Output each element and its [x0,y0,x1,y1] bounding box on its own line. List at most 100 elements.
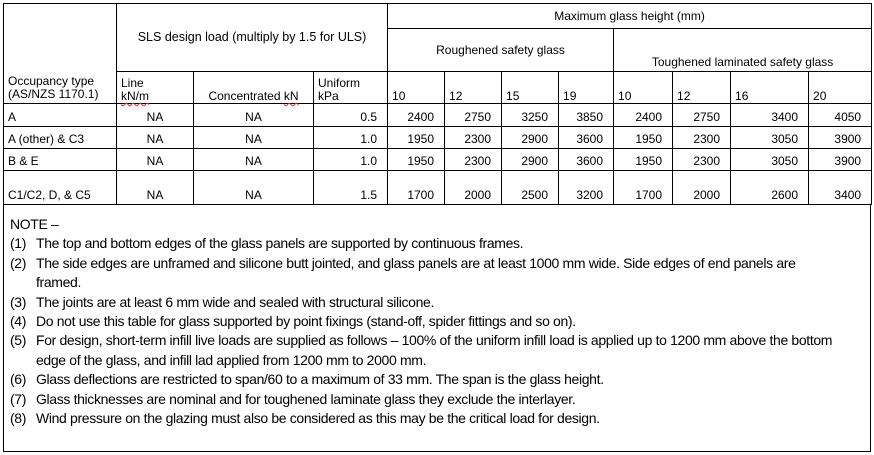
note-item: (3) The joints are at least 6 mm wide and… [10,293,870,312]
glass-height-cell: 2000 [444,170,503,205]
uniform-load-cell: 1.5 [312,170,389,205]
notes-section: NOTE – (1) The top and bottom edges of th… [3,205,871,452]
glass-height-cell: 2750 [444,103,503,127]
conc-unit: kN [283,89,299,103]
glass-height-cell: 3900 [808,148,873,171]
table-row: A NA NA 0.5 2400 2750 3250 3850 2400 2750 3400 4050 [3,103,873,127]
note-item: (2) The side edges are unframed and silic… [10,254,870,293]
glass-height-cell: 1700 [613,170,674,205]
line-label: Line [121,76,144,90]
note-number: (5) [10,332,27,349]
glass-height-cell: 3050 [730,126,810,149]
occupancy-cell: A [3,103,117,127]
uniform-load-cell: 1.0 [312,126,389,149]
note-number: (2) [10,254,27,271]
glass-height-cell: 2300 [444,126,503,149]
glass-height-cell: 3600 [558,148,615,171]
notes-title: NOTE – [10,216,59,232]
glass-height-cell: 3900 [808,126,873,149]
note-item: (5) For design, short-term infill live lo… [10,331,870,370]
note-number: (1) [10,235,27,252]
note-item: (1) The top and bottom edges of the glass… [10,234,870,253]
glass-height-cell: 2300 [672,148,732,171]
thickness-header: 12 [672,71,732,104]
max-height-header: Maximum glass height (mm) [387,3,873,29]
toughened-header: Toughened laminated safety glass [613,28,873,72]
thickness-header: 20 [808,71,873,104]
note-text: Wind pressure on the glazing must also b… [36,410,600,427]
concentrated-load-cell: NA [193,126,314,149]
concentrated-header: Concentrated kN [193,71,314,104]
thickness-header: 15 [501,71,560,104]
line-load-cell: NA [116,103,194,127]
glass-height-table-document: Occupancy type (AS/NZS 1170.1) SLS desig… [3,3,873,452]
glass-height-cell: 2300 [444,148,503,171]
thickness-header: 10 [387,71,446,104]
occupancy-cell: C1/C2, D, & C5 [3,170,117,205]
glass-height-cell: 1950 [613,126,674,149]
note-number: (3) [10,293,27,310]
glass-height-cell: 2750 [672,103,732,127]
thickness-header: 10 [613,71,674,104]
note-text: For design, short-term infill live loads… [36,332,833,368]
note-item: (6) Glass deflections are restricted to s… [10,370,870,389]
note-item: (7) Glass thicknesses are nominal and for… [10,390,870,409]
concentrated-load-cell: NA [193,170,314,205]
glass-height-table: Occupancy type (AS/NZS 1170.1) SLS desig… [3,3,873,205]
uniform-header: Uniform kPa [312,71,389,104]
line-load-cell: NA [116,170,194,205]
roughened-header: Roughened safety glass [387,28,615,72]
note-item: (4) Do not use this table for glass suppo… [10,312,870,331]
glass-height-cell: 3200 [558,170,615,205]
uniform-load-cell: 0.5 [312,103,389,127]
occupancy-header: Occupancy type (AS/NZS 1170.1) [3,3,117,104]
line-header: Line kN/m [116,71,194,104]
note-text: The top and bottom edges of the glass pa… [36,235,524,252]
glass-height-cell: 3400 [808,170,873,205]
note-number: (4) [10,313,27,330]
glass-height-cell: 3050 [730,148,810,171]
thickness-header: 19 [558,71,615,104]
uniform-unit: kPa [318,89,339,103]
glass-height-cell: 2500 [501,170,560,205]
glass-height-cell: 4050 [808,103,873,127]
glass-height-cell: 2600 [730,170,810,205]
glass-height-cell: 1950 [387,148,446,171]
concentrated-load-cell: NA [193,103,314,127]
note-number: (7) [10,390,27,407]
sls-header: SLS design load (multiply by 1.5 for ULS… [115,3,389,72]
note-text: Do not use this table for glass supporte… [36,313,576,330]
note-text: Glass deflections are restricted to span… [36,371,604,388]
conc-label: Concentrated [208,89,284,103]
note-text: The side edges are unframed and silicone… [36,254,796,291]
note-number: (8) [10,410,27,427]
table-row: C1/C2, D, & C5 NA NA 1.5 1700 2000 2500 3200 170… [3,170,873,205]
glass-height-cell: 1700 [387,170,446,205]
occupancy-cell: B & E [3,148,117,171]
note-item: (8) Wind pressure on the glazing must als… [10,409,870,428]
uniform-load-cell: 1.0 [312,148,389,171]
note-number: (6) [10,371,27,388]
glass-height-cell: 3850 [558,103,615,127]
thickness-header: 12 [444,71,503,104]
glass-height-cell: 2400 [387,103,446,127]
thickness-header: 16 [730,71,810,104]
glass-height-cell: 3250 [501,103,560,127]
glass-height-cell: 1950 [613,148,674,171]
glass-height-cell: 3600 [558,126,615,149]
glass-height-cell: 3400 [730,103,810,127]
line-unit: kN/m [121,89,149,103]
glass-height-cell: 2400 [613,103,674,127]
glass-height-cell: 1950 [387,126,446,149]
glass-height-cell: 2300 [672,126,732,149]
note-text: The joints are at least 6 mm wide and se… [36,293,435,310]
glass-height-cell: 2900 [501,126,560,149]
line-load-cell: NA [116,126,194,149]
concentrated-load-cell: NA [193,148,314,171]
occupancy-cell: A (other) & C3 [3,126,117,149]
line-load-cell: NA [116,148,194,171]
table-row: B & E NA NA 1.0 1950 2300 2900 3600 1950 2300 3050… [3,148,873,171]
glass-height-cell: 2000 [672,170,732,205]
uniform-label: Uniform [318,76,361,90]
table-row: A (other) & C3 NA NA 1.0 1950 2300 2900 3600 195… [3,126,873,149]
